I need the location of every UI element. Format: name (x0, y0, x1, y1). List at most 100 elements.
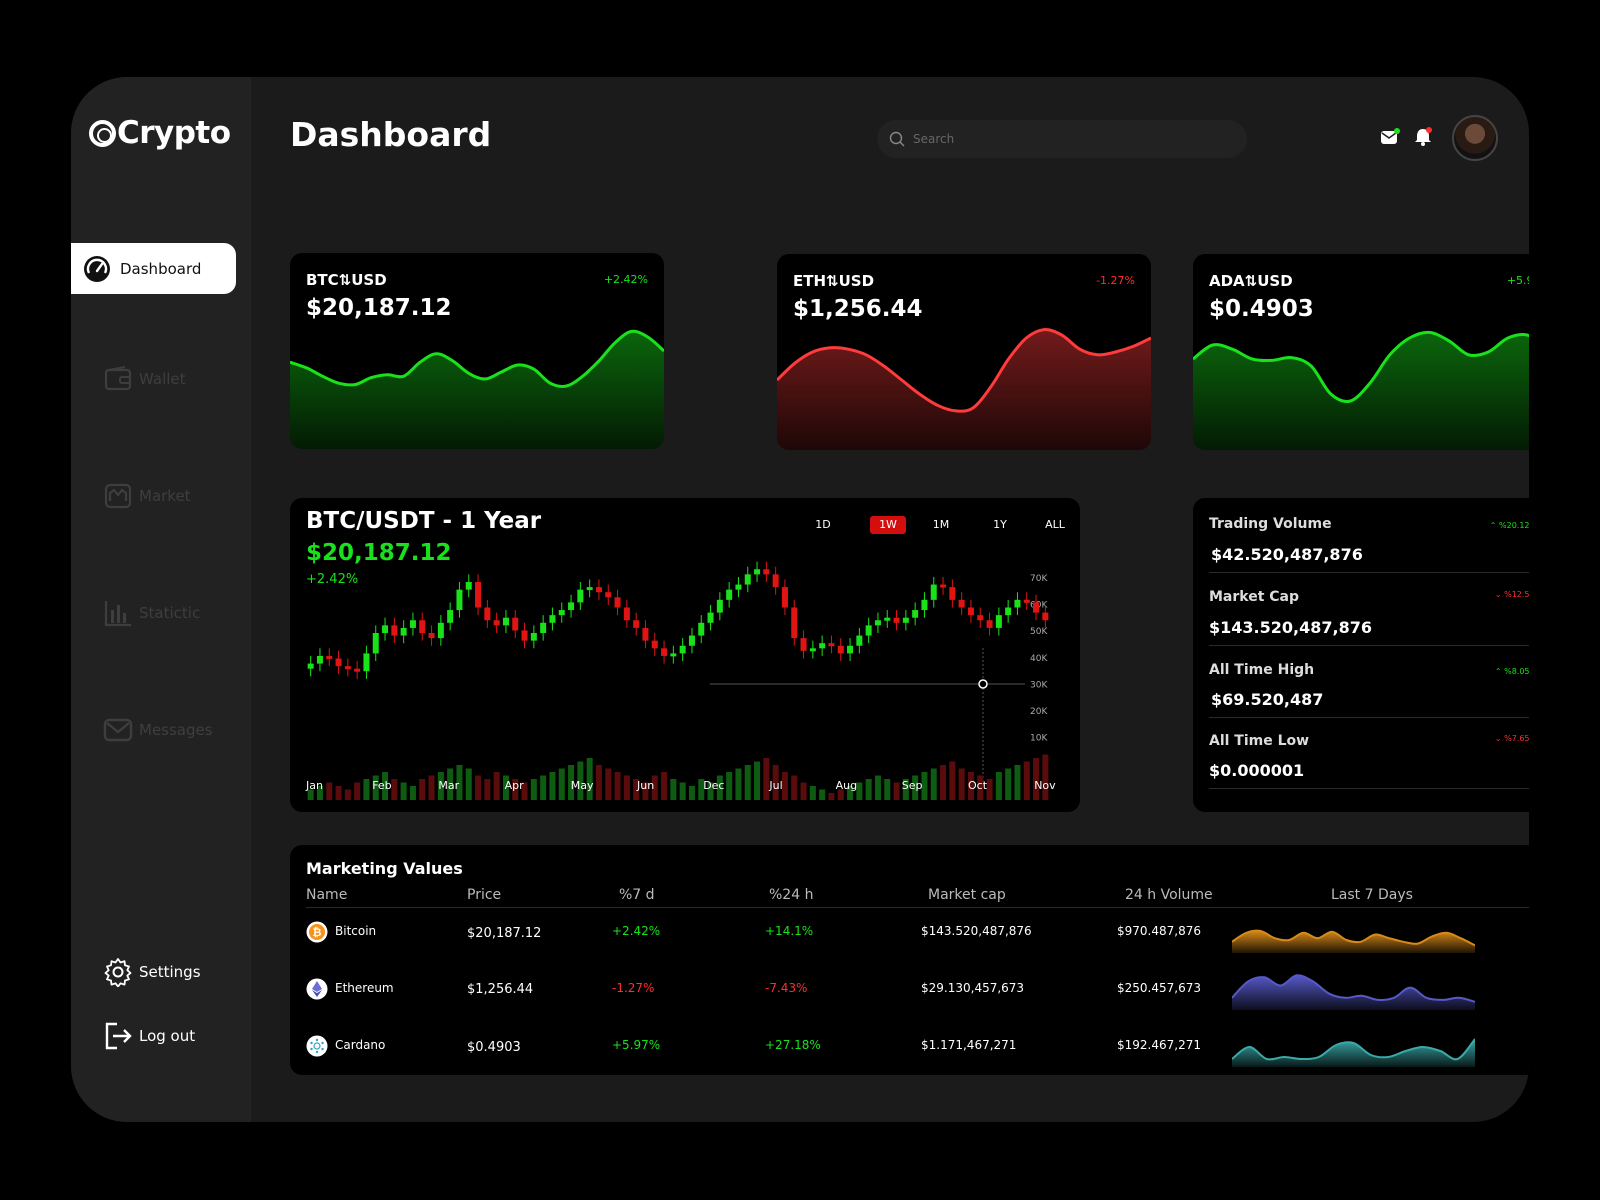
candlestick-chart[interactable]: 70K 60K 50K 40K 30K 20K 10K Jan Feb Mar Apr May Jun D… (290, 498, 1080, 812)
volume-bar (661, 772, 668, 800)
bell-icon[interactable] (1413, 127, 1433, 147)
candle-body (354, 668, 361, 672)
settings-button[interactable]: Settings (103, 957, 201, 987)
coin-market-cap: $1.171,467,271 (921, 1038, 1017, 1052)
coin-market-cap: $143.520,487,876 (921, 924, 1032, 938)
volume-bar (688, 786, 695, 800)
candle-body (847, 645, 854, 654)
volume-bar (344, 789, 351, 800)
mail-notification-icon[interactable] (1380, 127, 1400, 147)
candle-body (577, 589, 584, 603)
cardano-icon (306, 1035, 328, 1057)
candle-body (605, 592, 612, 598)
volume-bar (633, 779, 640, 800)
volume-bar (949, 761, 956, 800)
candle-body (781, 587, 788, 608)
volume-bar (670, 779, 677, 800)
candle-body (958, 599, 965, 608)
candle-body (940, 584, 947, 588)
candle-body (344, 666, 351, 670)
candle-body (902, 617, 909, 623)
x-axis-label: Oct (968, 779, 988, 792)
volume-bar (493, 772, 500, 800)
candle-body (856, 635, 863, 646)
ticker-change: +5.97% (1506, 274, 1529, 287)
volume-bar (530, 779, 537, 800)
search-bar[interactable] (877, 120, 1247, 158)
divider (1209, 645, 1529, 646)
candle-body (949, 587, 956, 600)
candle-body (688, 635, 695, 646)
timeframe-1y[interactable]: 1Y (993, 518, 1007, 531)
candle-body (661, 648, 668, 656)
ticker-card-ada[interactable]: ADA⇅USD $0.4903 +5.97% (1193, 254, 1529, 450)
user-avatar[interactable] (1452, 115, 1498, 161)
volume-bar (837, 789, 844, 800)
coin-name: Ethereum (335, 981, 394, 995)
ticker-pair: BTC⇅USD (306, 271, 387, 289)
logout-icon (105, 1022, 132, 1050)
volume-bar (930, 768, 937, 800)
volume-bar (456, 765, 463, 800)
candle-body (642, 627, 649, 641)
coin-sparkline (1232, 974, 1475, 1010)
volume-bar (1033, 758, 1040, 800)
coin-sparkline (1232, 1038, 1475, 1067)
timeframe-1d[interactable]: 1D (815, 518, 831, 531)
candle-body (363, 653, 370, 672)
candle-body (614, 597, 621, 608)
sidebar-item-wallet[interactable]: Wallet (103, 364, 186, 394)
settings-label: Settings (139, 963, 201, 981)
candle-body (698, 622, 705, 636)
candle-body (809, 648, 816, 652)
sidebar-item-messages[interactable]: Messages (103, 715, 213, 745)
coin-price: $1,256.44 (467, 982, 534, 997)
timeframe-1w[interactable]: 1W (870, 516, 906, 534)
candle-body (475, 582, 482, 608)
x-axis-label: Dec (703, 779, 724, 792)
candle-body (921, 599, 928, 611)
candle-body (726, 589, 733, 600)
timeframe-all[interactable]: ALL (1045, 518, 1065, 531)
volume-bar (958, 768, 965, 800)
candle-body (428, 633, 435, 639)
candle-body (707, 612, 714, 623)
stat-value: $0.000001 (1209, 761, 1305, 780)
volume-bar (726, 772, 733, 800)
header-divider (306, 907, 1529, 908)
volume-bar (995, 772, 1002, 800)
sidebar-item-market[interactable]: Market (103, 481, 191, 511)
y-axis-label: 60K (1030, 601, 1048, 611)
ticker-card-eth[interactable]: ETH⇅USD $1,256.44 -1.27% (777, 254, 1151, 450)
coin-name: Bitcoin (335, 924, 377, 938)
market-stats-card: Trading Volume ⌃ %20.12(24h) $42.520,487… (1193, 498, 1529, 812)
sidebar-item-label: Market (139, 487, 191, 505)
volume-bar (540, 775, 547, 800)
sidebar-item-dashboard[interactable]: Dashboard (71, 243, 236, 294)
candle-body (800, 638, 807, 651)
x-axis-label: Sep (902, 779, 923, 792)
ticker-card-btc[interactable]: BTC⇅USD $20,187.12 +2.42% (290, 253, 664, 449)
stat-label: Market Cap (1209, 589, 1300, 605)
search-input[interactable] (913, 132, 1213, 146)
chart-title: BTC/USDT - 1 Year (306, 508, 542, 534)
timeframe-1m[interactable]: 1M (932, 518, 950, 531)
brand-logo[interactable]: Crypto (89, 115, 231, 151)
volume-bar (865, 779, 872, 800)
volume-bar (475, 775, 482, 800)
stat-value: $69.520,487 (1211, 690, 1324, 709)
sparkline-area (1232, 930, 1475, 953)
coin-change-24h: -7.43% (765, 981, 808, 995)
logout-button[interactable]: Log out (103, 1021, 195, 1051)
volume-bar (642, 782, 649, 800)
candle-body (465, 582, 472, 590)
col-header-last-7-days: Last 7 Days (1331, 887, 1413, 903)
volume-bar (716, 775, 723, 800)
table-title: Marketing Values (306, 859, 463, 878)
volume-bar (521, 782, 528, 800)
sidebar-item-statistic[interactable]: Statictic (103, 598, 200, 628)
coin-volume: $970.487,876 (1117, 924, 1201, 938)
volume-bar (391, 779, 398, 800)
candle-body (540, 622, 547, 633)
volume-bar (977, 775, 984, 800)
